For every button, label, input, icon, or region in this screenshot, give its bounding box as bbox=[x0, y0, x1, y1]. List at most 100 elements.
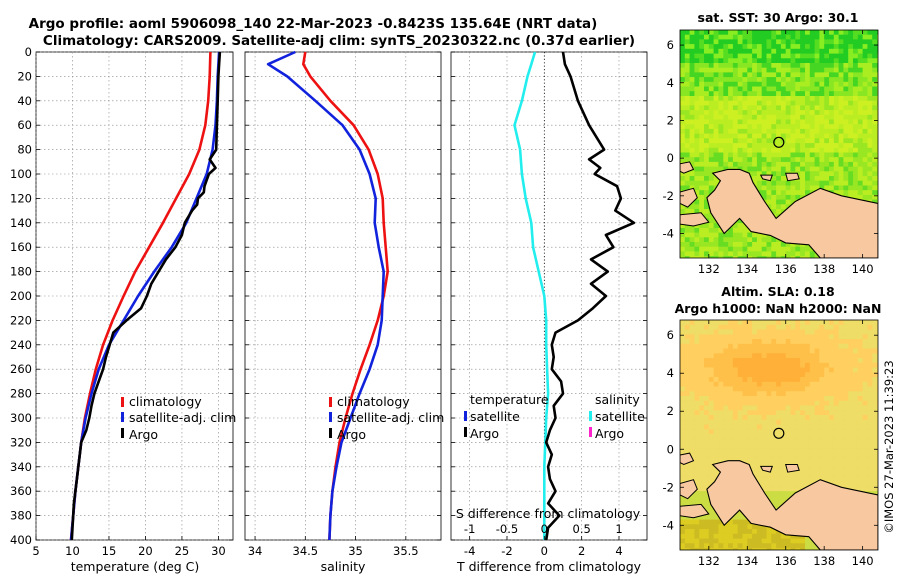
map-cell bbox=[694, 77, 700, 83]
map-cell bbox=[752, 105, 758, 111]
map-cell bbox=[838, 81, 845, 88]
map-cell bbox=[838, 133, 845, 139]
map-cell bbox=[838, 343, 845, 350]
map-cell bbox=[780, 362, 787, 369]
map-cell bbox=[838, 34, 845, 41]
map-cell bbox=[771, 500, 777, 506]
map-cell bbox=[843, 362, 849, 369]
map-cell bbox=[737, 63, 744, 69]
map-cell bbox=[732, 424, 739, 430]
map-cell bbox=[771, 204, 777, 210]
map-cell bbox=[723, 429, 729, 435]
map-cell bbox=[795, 44, 801, 50]
map-cell bbox=[872, 152, 878, 158]
map-cell bbox=[785, 334, 792, 340]
map-cell bbox=[766, 529, 772, 535]
y-tick-label: 0 bbox=[25, 45, 32, 59]
map-x-tick-label: 134 bbox=[736, 262, 758, 276]
map-cell bbox=[737, 34, 744, 41]
map-cell bbox=[680, 39, 686, 45]
map-cell bbox=[752, 67, 758, 74]
map-cell bbox=[795, 194, 801, 201]
map-cell bbox=[785, 362, 792, 369]
map-cell bbox=[766, 343, 772, 350]
map-cell bbox=[824, 324, 830, 331]
map-cell bbox=[718, 377, 724, 383]
map-cell bbox=[819, 44, 825, 50]
map-cell bbox=[829, 410, 835, 416]
map-cell bbox=[780, 199, 787, 205]
map-cell bbox=[680, 415, 686, 421]
map-cell bbox=[723, 353, 729, 359]
map-cell bbox=[766, 91, 772, 97]
map-cell bbox=[857, 81, 864, 88]
map-cell bbox=[805, 386, 811, 392]
map-cell bbox=[814, 133, 821, 139]
map-cell bbox=[780, 30, 787, 36]
map-cell bbox=[689, 204, 696, 210]
map-cell bbox=[824, 48, 830, 55]
map-cell bbox=[848, 190, 854, 196]
map-cell bbox=[704, 396, 710, 402]
map-cell bbox=[771, 419, 777, 426]
map-cell bbox=[761, 396, 768, 402]
map-cell bbox=[723, 133, 729, 139]
x-tick-label: 35.5 bbox=[393, 544, 419, 558]
map-cell bbox=[771, 133, 777, 139]
map-cell bbox=[718, 529, 724, 535]
map-cell bbox=[684, 119, 691, 125]
map-cell bbox=[728, 77, 734, 83]
map-cell bbox=[829, 72, 835, 78]
map-cell bbox=[838, 114, 845, 121]
map-x-tick-label: 132 bbox=[698, 554, 720, 568]
map-cell bbox=[699, 237, 705, 243]
map-cell bbox=[805, 457, 811, 464]
map-cell bbox=[756, 529, 763, 535]
map-cell bbox=[694, 157, 700, 163]
map-cell bbox=[723, 86, 729, 92]
map-cell bbox=[824, 462, 830, 468]
map-cell bbox=[699, 138, 705, 144]
map-cell bbox=[800, 133, 806, 139]
map-cell bbox=[694, 237, 700, 243]
map-cell bbox=[680, 246, 686, 253]
map-cell bbox=[771, 63, 777, 69]
map-cell bbox=[766, 462, 772, 468]
map-cell bbox=[742, 105, 748, 111]
map-cell bbox=[857, 386, 864, 392]
map-cell bbox=[684, 529, 691, 535]
map-cell bbox=[877, 77, 878, 83]
map-cell bbox=[699, 77, 705, 83]
map-cell bbox=[689, 86, 696, 92]
map-cell bbox=[814, 377, 821, 383]
map-cell bbox=[872, 77, 878, 83]
map-cell bbox=[766, 138, 772, 144]
map-cell bbox=[809, 339, 816, 345]
map-cell bbox=[800, 53, 806, 59]
map-cell bbox=[771, 72, 777, 78]
map-cell bbox=[780, 114, 787, 121]
map-cell bbox=[713, 343, 720, 350]
map-cell bbox=[833, 72, 840, 78]
map-cell bbox=[785, 443, 792, 449]
map-cell bbox=[780, 334, 787, 340]
map-cell bbox=[877, 194, 878, 201]
map-cell bbox=[853, 377, 859, 383]
map-cell bbox=[843, 415, 849, 421]
map-cell bbox=[771, 548, 777, 550]
legend-label-s-satellite: satellite bbox=[595, 409, 645, 424]
map-cell bbox=[872, 386, 878, 392]
map-cell bbox=[824, 72, 830, 78]
map-cell bbox=[814, 185, 821, 191]
map-cell bbox=[800, 39, 806, 45]
map-cell bbox=[680, 391, 686, 397]
map-cell bbox=[833, 100, 840, 107]
map-cell bbox=[699, 30, 705, 36]
map-cell bbox=[713, 100, 720, 107]
s-tick-label: 0.5 bbox=[573, 522, 591, 536]
map-cell bbox=[824, 410, 830, 416]
map-cell bbox=[689, 381, 696, 388]
map-cell bbox=[694, 358, 700, 364]
map-cell bbox=[829, 400, 835, 407]
map-cell bbox=[824, 105, 830, 111]
